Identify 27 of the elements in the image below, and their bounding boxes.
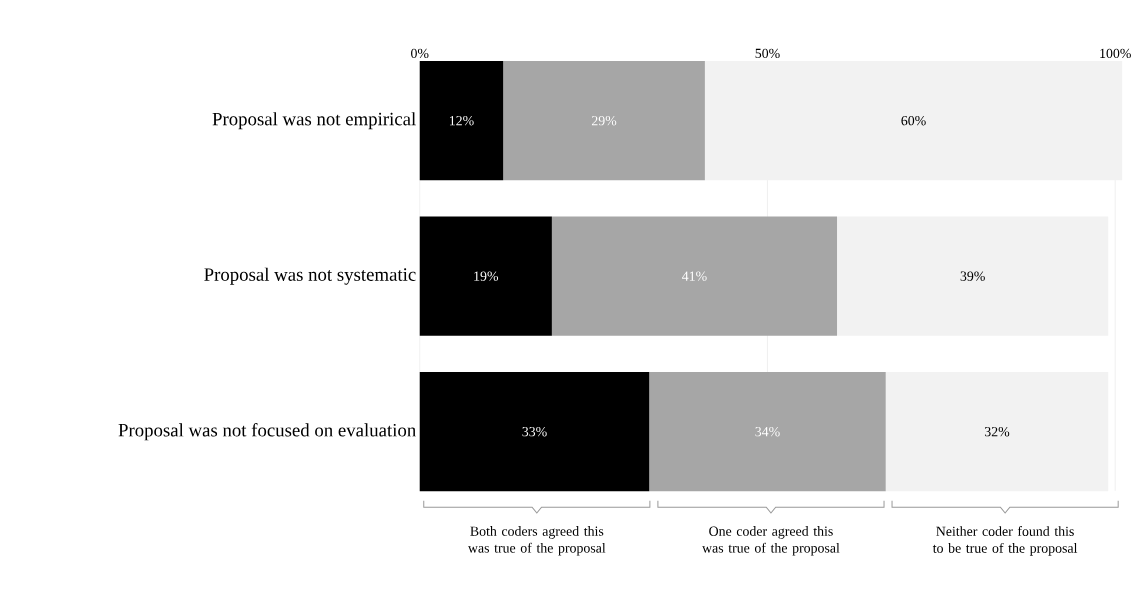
data-label: 60% bbox=[901, 115, 926, 126]
data-label: 34% bbox=[755, 426, 780, 437]
text: Neither coder found this to be true of the proposal bbox=[932, 526, 1078, 556]
y-tick-label: Proposal was not empirical bbox=[212, 112, 416, 130]
bar bbox=[419, 216, 552, 336]
data-label: 32% bbox=[984, 426, 1010, 437]
y-tick-label: Proposal was not focused on evaluation bbox=[118, 423, 416, 441]
bar bbox=[551, 216, 838, 336]
data-label: 41% bbox=[682, 271, 707, 281]
bar bbox=[649, 372, 886, 492]
bar bbox=[419, 61, 504, 181]
data-label: 39% bbox=[960, 271, 985, 281]
bar bbox=[704, 61, 1123, 181]
x-tick-label: 50% bbox=[755, 48, 780, 59]
x-tick-label: 100% bbox=[1100, 48, 1131, 59]
bar bbox=[885, 372, 1109, 492]
y-tick-label: Proposal was not systematic bbox=[204, 267, 416, 285]
data-label: 12% bbox=[449, 115, 474, 126]
x-tick-label: 0% bbox=[411, 48, 429, 59]
data-label: 19% bbox=[474, 271, 499, 281]
text: One coder agreed this was true of the proposal bbox=[702, 526, 840, 556]
bar bbox=[419, 372, 650, 492]
text: Both coders agreed this was true of the proposal bbox=[467, 526, 606, 556]
data-label: 33% bbox=[522, 426, 547, 437]
bar bbox=[503, 61, 705, 181]
bar bbox=[837, 216, 1109, 336]
data-label: 29% bbox=[591, 115, 617, 126]
